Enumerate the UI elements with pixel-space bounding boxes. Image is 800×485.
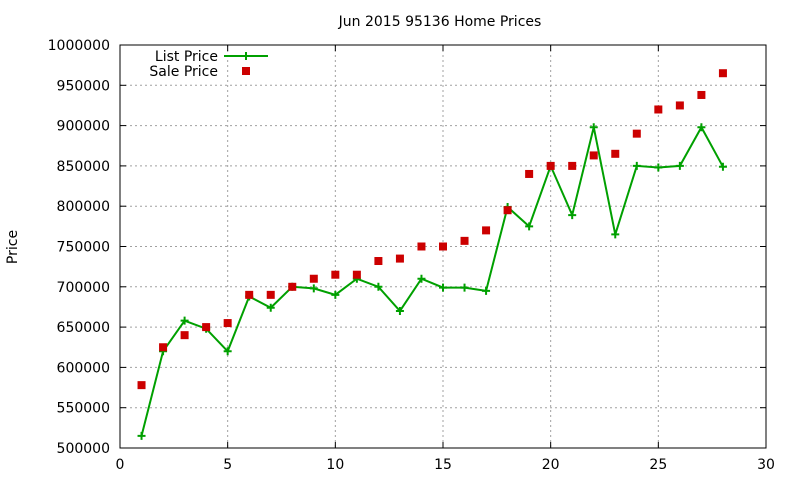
sale-price-point	[223, 319, 232, 328]
sale-price-point	[675, 101, 684, 110]
legend-label-list-price: List Price	[155, 49, 218, 65]
sale-price-point	[546, 161, 555, 170]
list-price-point	[632, 161, 641, 170]
y-tick-label: 950000	[57, 78, 110, 94]
list-price-point	[374, 282, 383, 291]
sale-price-point	[525, 169, 534, 178]
sale-price-point	[180, 331, 189, 340]
y-tick-label: 900000	[57, 119, 110, 135]
sale-price-point	[309, 274, 318, 283]
list-price-point	[589, 123, 598, 132]
y-tick-label: 750000	[57, 240, 110, 256]
sale-price-point	[503, 206, 512, 215]
list-price-point	[654, 163, 663, 172]
list-price-point	[309, 284, 318, 293]
sale-price-point	[439, 242, 447, 251]
list-price-point	[460, 283, 469, 292]
sale-price-point	[266, 290, 275, 299]
list-price-point	[482, 286, 491, 295]
list-price-point	[525, 222, 534, 231]
y-tick-label: 850000	[57, 159, 110, 175]
sale-price-point	[137, 381, 146, 390]
axis-ticks: 0 5 10 15 20 25 30 500000 550000 600000 650000 7000…	[48, 38, 775, 473]
list-price-point	[223, 347, 232, 356]
list-price-point	[439, 283, 447, 292]
list-price-point	[568, 211, 577, 220]
legend-label-sale-price: Sale Price	[149, 64, 218, 80]
x-tick-label: 5	[223, 457, 232, 473]
y-tick-label: 800000	[57, 199, 110, 215]
y-tick-label: 550000	[57, 401, 110, 417]
list-price-line	[140, 125, 724, 437]
sale-price-point	[632, 129, 641, 138]
sale-price-point	[417, 242, 426, 251]
x-tick-label: 20	[542, 457, 560, 473]
y-tick-label: 650000	[57, 320, 110, 336]
list-price-point	[137, 431, 146, 440]
list-price-point	[697, 123, 706, 132]
x-tick-label: 15	[434, 457, 452, 473]
sale-price-point	[718, 69, 727, 78]
sale-price-point	[395, 254, 404, 263]
sale-price-point	[697, 90, 706, 99]
list-price-point	[675, 161, 684, 170]
sale-price-point	[374, 257, 383, 266]
list-price-point	[180, 316, 189, 325]
sale-price-point	[245, 290, 254, 299]
y-tick-label: 700000	[57, 280, 110, 296]
x-tick-label: 0	[116, 457, 125, 473]
list-price-point	[395, 306, 404, 315]
y-axis-label: Price	[5, 230, 21, 264]
sale-price-point	[482, 226, 491, 235]
list-price-point	[417, 274, 426, 283]
sale-price-point	[460, 236, 469, 245]
sale-price-point	[159, 343, 168, 352]
sale-price-point	[568, 161, 577, 170]
sale-price-point	[589, 151, 598, 160]
list-price-point	[266, 303, 275, 312]
sale-price-point	[331, 270, 340, 279]
x-tick-label: 30	[757, 457, 775, 473]
x-tick-label: 25	[649, 457, 667, 473]
legend-marker-list-price	[242, 52, 250, 60]
legend-marker-sale-price	[242, 67, 250, 75]
plot-area	[137, 69, 727, 440]
sale-price-point	[202, 323, 211, 332]
sale-price-point	[352, 270, 361, 279]
x-tick-label: 10	[326, 457, 344, 473]
y-tick-label: 500000	[57, 441, 110, 457]
sale-price-point	[611, 149, 620, 158]
y-tick-label: 600000	[57, 360, 110, 376]
list-price-point	[611, 230, 620, 239]
list-price-point	[718, 162, 727, 171]
list-price-point	[331, 290, 340, 299]
chart-title: Jun 2015 95136 Home Prices	[338, 14, 542, 30]
sale-price-point	[288, 282, 297, 291]
sale-price-point	[654, 105, 663, 114]
y-tick-label: 1000000	[48, 38, 110, 54]
